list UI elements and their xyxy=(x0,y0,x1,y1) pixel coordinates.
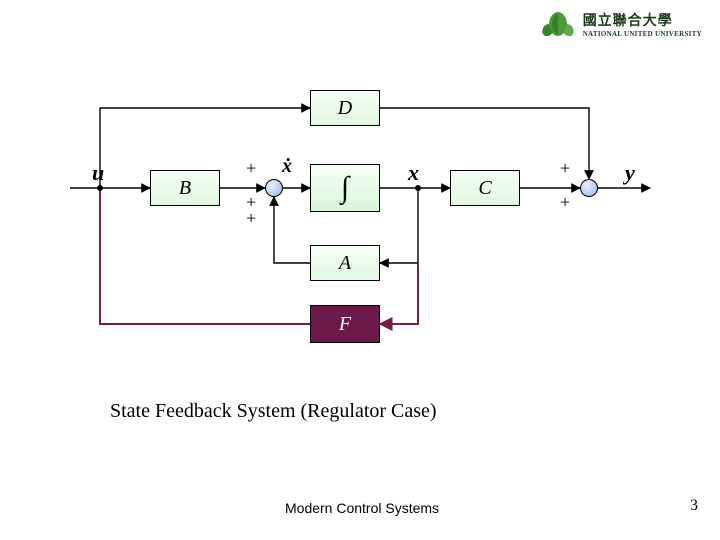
block-b-label: B xyxy=(179,177,191,200)
signal-u: u xyxy=(92,160,104,186)
university-logo: 國立聯合大學 NATIONAL UNITED UNIVERSITY xyxy=(539,8,702,40)
sign-s2-left: + xyxy=(560,192,570,213)
block-a-label: A xyxy=(339,252,351,275)
block-c-label: C xyxy=(478,177,491,200)
logo-text-cn: 國立聯合大學 xyxy=(583,10,702,30)
block-integrator: ∫ xyxy=(310,164,380,212)
logo-text: 國立聯合大學 NATIONAL UNITED UNIVERSITY xyxy=(583,10,702,38)
block-d: D xyxy=(310,90,380,126)
page-number: 3 xyxy=(690,497,698,515)
block-b: B xyxy=(150,170,220,206)
logo-text-en: NATIONAL UNITED UNIVERSITY xyxy=(583,30,702,38)
block-a: A xyxy=(310,245,380,281)
block-int-label: ∫ xyxy=(341,171,349,205)
sign-s2-top: + xyxy=(560,158,570,179)
sum-junction-1 xyxy=(265,179,283,197)
signal-x: x xyxy=(408,160,419,186)
block-c: C xyxy=(450,170,520,206)
sign-s1-bot: + xyxy=(246,208,256,229)
signal-xdot: ẋ xyxy=(282,155,292,178)
logo-mark xyxy=(539,8,577,40)
footer-text: Modern Control Systems xyxy=(285,500,439,516)
diagram-caption: State Feedback System (Regulator Case) xyxy=(110,400,437,423)
signal-y: y xyxy=(625,160,635,186)
block-f: F xyxy=(310,305,380,343)
sum-junction-2 xyxy=(580,179,598,197)
block-diagram: D B ∫ C A F u ẋ x y + + + + + xyxy=(60,80,660,360)
sign-s1-top: + xyxy=(246,158,256,179)
block-d-label: D xyxy=(338,97,352,120)
block-f-label: F xyxy=(339,313,351,336)
